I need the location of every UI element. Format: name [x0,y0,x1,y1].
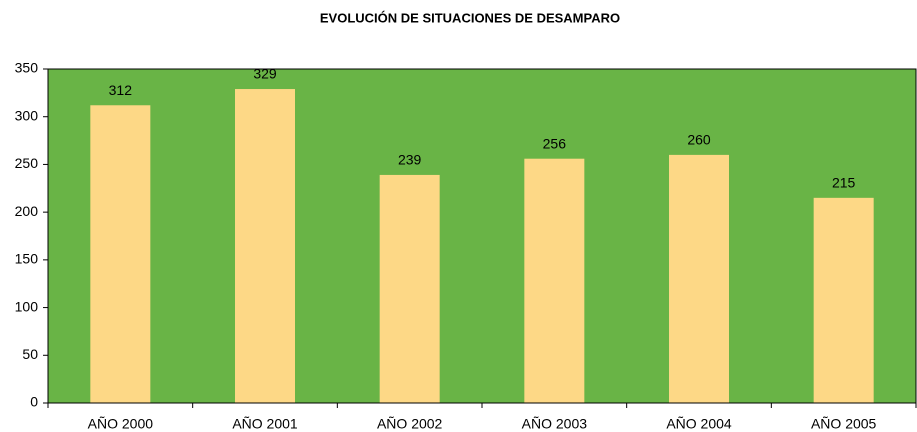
data-label: 260 [687,132,711,148]
y-tick-label: 0 [30,394,38,410]
bar [669,154,729,403]
x-tick-label: AÑO 2004 [666,416,732,432]
chart-title: EVOLUCIÓN DE SITUACIONES DE DESAMPARO [320,10,620,25]
y-tick-label: 150 [15,251,39,267]
y-tick-label: 50 [22,346,38,362]
data-label: 256 [543,135,567,151]
bar [813,197,874,403]
bar [524,158,585,403]
x-tick-label: AÑO 2005 [811,416,877,432]
y-tick-label: 200 [15,203,39,219]
x-tick-label: AÑO 2003 [522,416,588,432]
bar [235,89,295,403]
y-tick-label: 300 [15,107,39,123]
y-tick-label: 250 [15,155,39,171]
bar [379,174,440,403]
data-label: 329 [253,66,277,82]
bar [90,105,151,404]
y-tick-label: 100 [15,298,39,314]
y-tick-label: 350 [15,60,39,76]
data-label: 312 [109,82,133,98]
x-tick-label: AÑO 2001 [232,416,298,432]
plot-area [47,68,917,404]
x-tick-label: AÑO 2002 [377,416,443,432]
x-tick-label: AÑO 2000 [88,416,154,432]
data-label: 215 [832,175,856,191]
data-label: 239 [398,152,422,168]
